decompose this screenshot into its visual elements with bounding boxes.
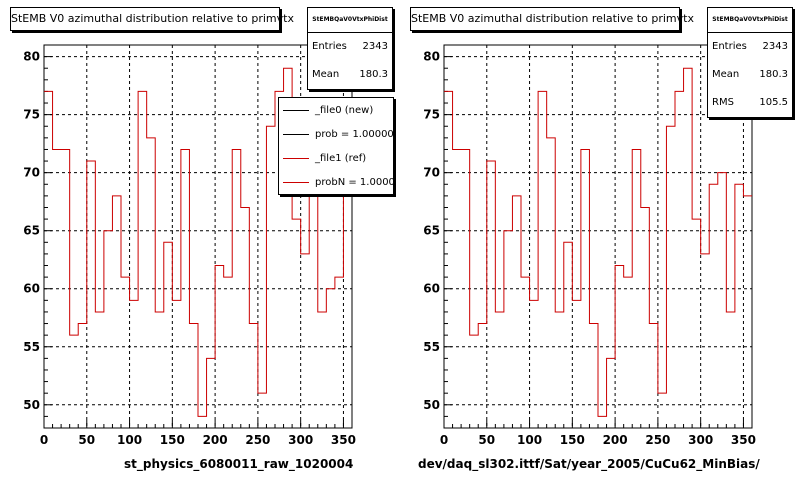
legend-entry: _file0 (new) <box>279 98 393 122</box>
x-tick-label: 300 <box>288 433 313 447</box>
right-x-axis-label: dev/daq_sl302.ittf/Sat/year_2005/CuCu62_… <box>418 457 760 471</box>
legend-label-file0: _file0 (new) <box>315 104 374 116</box>
y-tick-label: 75 <box>423 108 440 122</box>
right-stats-entries-label: Entries <box>712 41 747 52</box>
left-stats-mean-label: Mean <box>312 69 340 80</box>
legend-label-prob: prob = 1.000000 <box>315 128 394 140</box>
right-histogram-panel: 0 50 100 150 200 250 300 350 50 55 60 65 70 75 80 StEM… <box>400 0 800 480</box>
legend-line-file1 <box>283 157 309 159</box>
y-tick-label: 55 <box>423 340 440 354</box>
x-tick-label: 0 <box>40 433 48 447</box>
y-tick-label: 70 <box>423 166 440 180</box>
left-legend-box: _file0 (new) prob = 1.000000 _file1 (ref… <box>278 97 394 195</box>
right-stats-mean-value: 180.3 <box>759 69 788 80</box>
right-plot-title: StEMB V0 azimuthal distribution relative… <box>410 7 694 31</box>
x-tick-label: 100 <box>517 433 542 447</box>
legend-label-probN: probN = 1.000000 <box>315 176 394 188</box>
legend-label-file1: _file1 (ref) <box>315 152 367 164</box>
histogram-series-line <box>444 67 752 417</box>
left-x-axis-label: st_physics_6080011_raw_1020004 <box>124 457 354 471</box>
left-stats-entries-value: 2343 <box>362 41 388 52</box>
legend-entry: probN = 1.000000 <box>279 170 393 194</box>
left-stats-box: StEMBQaV0VtxPhiDist Entries 2343 Mean 18… <box>307 7 393 90</box>
right-stats-rms-row: RMS 105.5 <box>708 89 792 117</box>
left-histogram-panel: 0 50 100 150 200 250 300 350 50 55 60 65 70 75 80 StEM… <box>10 7 394 471</box>
x-tick-label: 250 <box>245 433 270 447</box>
x-tick-label: 300 <box>688 433 713 447</box>
x-tick-label: 200 <box>203 433 228 447</box>
right-histogram-plot: 0 50 100 150 200 250 300 350 50 55 60 65 70 75 80 <box>423 44 756 447</box>
y-tick-label: 60 <box>423 282 440 296</box>
x-tick-label: 100 <box>117 433 142 447</box>
right-stats-entries-row: Entries 2343 <box>708 33 792 61</box>
legend-entry: _file1 (ref) <box>279 146 393 170</box>
y-tick-label: 60 <box>23 282 40 296</box>
left-stats-entries-label: Entries <box>312 41 347 52</box>
y-tick-label: 70 <box>23 166 40 180</box>
right-stats-mean-label: Mean <box>712 69 740 80</box>
x-tick-label: 50 <box>78 433 95 447</box>
y-tick-label: 65 <box>23 224 40 238</box>
legend-line-file0 <box>283 109 309 111</box>
left-stats-name: StEMBQaV0VtxPhiDist <box>308 8 392 33</box>
right-stats-name: StEMBQaV0VtxPhiDist <box>708 8 792 33</box>
x-tick-label: 350 <box>331 433 356 447</box>
x-tick-label: 200 <box>603 433 628 447</box>
left-stats-mean-row: Mean 180.3 <box>308 61 392 89</box>
legend-line-prob <box>283 133 309 135</box>
right-stats-mean-row: Mean 180.3 <box>708 61 792 89</box>
y-tick-label: 80 <box>423 50 440 64</box>
right-stats-box: StEMBQaV0VtxPhiDist Entries 2343 Mean 18… <box>707 7 793 118</box>
left-stats-mean-value: 180.3 <box>359 69 388 80</box>
x-tick-label: 50 <box>478 433 495 447</box>
y-tick-label: 50 <box>23 398 40 412</box>
histogram-series-line <box>44 67 352 417</box>
y-tick-label: 50 <box>423 398 440 412</box>
x-tick-label: 350 <box>731 433 756 447</box>
y-tick-label: 65 <box>423 224 440 238</box>
left-stats-entries-row: Entries 2343 <box>308 33 392 61</box>
right-stats-rms-value: 105.5 <box>759 97 788 108</box>
legend-entry: prob = 1.000000 <box>279 122 393 146</box>
x-tick-label: 0 <box>440 433 448 447</box>
y-tick-label: 55 <box>23 340 40 354</box>
x-tick-label: 250 <box>645 433 670 447</box>
left-plot-title: StEMB V0 azimuthal distribution relative… <box>10 7 294 31</box>
legend-line-probN <box>283 181 309 183</box>
x-tick-label: 150 <box>560 433 585 447</box>
y-tick-label: 80 <box>23 50 40 64</box>
right-stats-rms-label: RMS <box>712 97 734 108</box>
x-tick-label: 150 <box>160 433 185 447</box>
right-stats-entries-value: 2343 <box>762 41 788 52</box>
y-tick-label: 75 <box>23 108 40 122</box>
